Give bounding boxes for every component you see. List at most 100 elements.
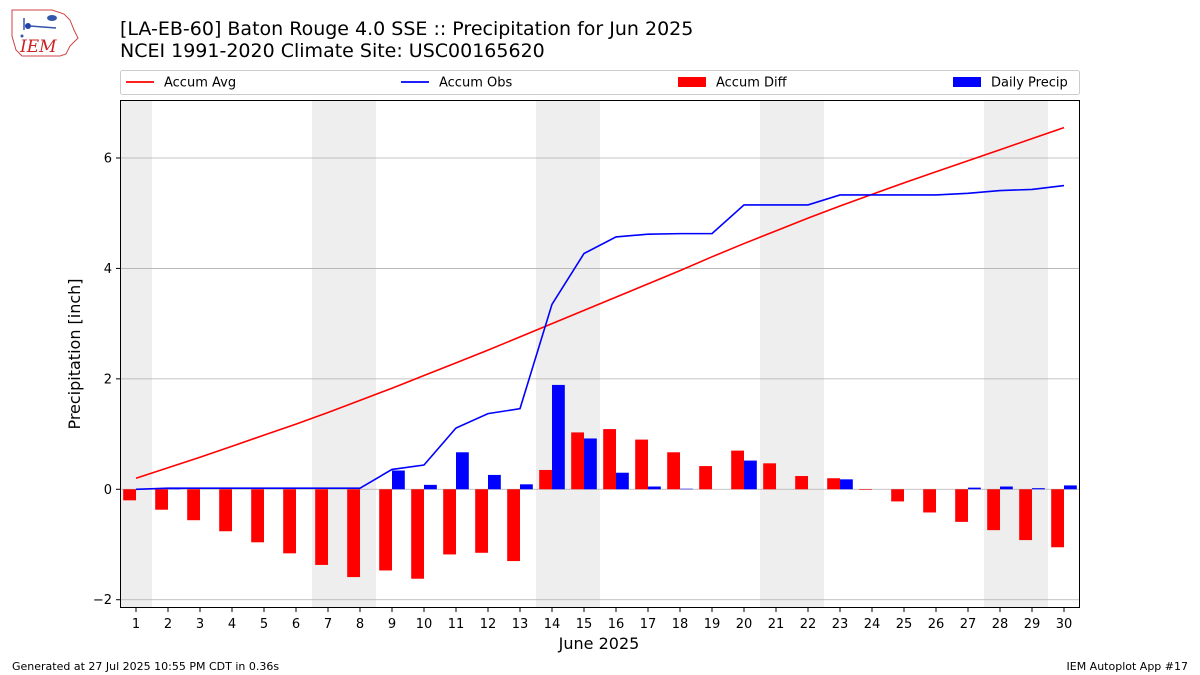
x-tick-label: 17 bbox=[640, 617, 657, 632]
y-tick-label: 4 bbox=[104, 262, 112, 277]
weekend-band bbox=[760, 100, 792, 608]
x-tick-label: 22 bbox=[800, 617, 817, 632]
accum-diff-bar bbox=[571, 432, 584, 490]
x-tick-label: 23 bbox=[832, 617, 849, 632]
axes-frame bbox=[120, 100, 1080, 608]
daily-precip-bar bbox=[456, 452, 469, 490]
legend-bar-swatch bbox=[678, 77, 706, 87]
legend: Accum Avg Accum Obs Accum Diff Daily Precip bbox=[120, 70, 1080, 95]
accum-diff-bar bbox=[411, 489, 424, 579]
logo-text: IEM bbox=[19, 37, 57, 57]
accum-diff-bar bbox=[315, 489, 328, 565]
accum-diff-bar bbox=[763, 463, 776, 490]
x-tick-label: 8 bbox=[356, 617, 364, 632]
x-tick-label: 1 bbox=[132, 617, 140, 632]
accum-diff-bar bbox=[1051, 489, 1064, 548]
daily-precip-bar bbox=[584, 438, 597, 490]
x-tick-label: 4 bbox=[228, 617, 236, 632]
accum-obs-line bbox=[135, 184, 1065, 491]
legend-frame bbox=[120, 70, 1080, 95]
daily-precip-bar bbox=[968, 487, 981, 490]
accum-diff-bar bbox=[827, 478, 840, 490]
daily-precip-bar bbox=[552, 384, 565, 490]
accum-diff-bar bbox=[347, 489, 360, 578]
x-tick-label: 6 bbox=[292, 617, 300, 632]
legend-bar-swatch bbox=[953, 77, 981, 87]
daily-precip-bar bbox=[840, 479, 853, 490]
x-tick-label: 2 bbox=[164, 617, 172, 632]
x-tick-label: 10 bbox=[416, 617, 433, 632]
x-tick-label: 24 bbox=[864, 617, 881, 632]
x-tick-label: 28 bbox=[992, 617, 1009, 632]
x-tick-label: 3 bbox=[196, 617, 204, 632]
accum-diff-bar bbox=[859, 489, 872, 490]
x-tick-label: 21 bbox=[768, 617, 785, 632]
x-tick-label: 29 bbox=[1024, 617, 1041, 632]
legend-label: Accum Avg bbox=[164, 76, 236, 91]
chart-title-line2: NCEI 1991-2020 Climate Site: USC00165620 bbox=[120, 40, 545, 62]
x-tick-label: 26 bbox=[928, 617, 945, 632]
x-tick-label: 5 bbox=[260, 617, 268, 632]
accum-diff-bar bbox=[507, 489, 520, 562]
weekend-band bbox=[120, 100, 152, 608]
accum-diff-bar bbox=[955, 489, 968, 522]
y-tick-label: 0 bbox=[104, 483, 112, 498]
accum-diff-bar bbox=[1019, 489, 1032, 541]
daily-precip-bar bbox=[392, 470, 405, 490]
x-tick-label: 16 bbox=[608, 617, 625, 632]
y-tick-label: 2 bbox=[104, 372, 112, 387]
accum-diff-bar bbox=[603, 429, 616, 490]
accum-diff-bar bbox=[635, 439, 648, 490]
legend-label: Daily Precip bbox=[991, 76, 1068, 91]
daily-precip-bar bbox=[680, 488, 693, 490]
weekend-band bbox=[536, 100, 568, 608]
daily-precip-bar bbox=[424, 484, 437, 490]
daily-precip-bar bbox=[1000, 486, 1013, 490]
daily-precip-bar bbox=[744, 460, 757, 490]
y-tick-label: 6 bbox=[104, 151, 112, 166]
legend-label: Accum Diff bbox=[716, 76, 788, 91]
x-tick-label: 25 bbox=[896, 617, 913, 632]
app-footer: IEM Autoplot App #17 bbox=[1066, 660, 1189, 673]
weekend-band bbox=[984, 100, 1016, 608]
x-tick-label: 11 bbox=[448, 617, 465, 632]
daily-precip-bar bbox=[616, 472, 629, 490]
accum-diff-bar bbox=[987, 489, 1000, 531]
x-tick-label: 12 bbox=[480, 617, 497, 632]
accum-diff-bar bbox=[475, 489, 488, 553]
accum-diff-bar bbox=[123, 489, 136, 501]
x-tick-label: 19 bbox=[704, 617, 721, 632]
x-tick-label: 27 bbox=[960, 617, 977, 632]
accum-diff-bar bbox=[283, 489, 296, 554]
accum-diff-bar bbox=[667, 452, 680, 490]
accum-diff-bar bbox=[539, 469, 552, 490]
accum-diff-bar bbox=[155, 489, 168, 510]
accum-diff-bar bbox=[923, 489, 936, 513]
y-axis-label: Precipitation [inch] bbox=[65, 278, 84, 429]
x-axis-label: June 2025 bbox=[558, 634, 640, 653]
chart-title-line1: [LA-EB-60] Baton Rouge 4.0 SSE :: Precip… bbox=[120, 18, 693, 40]
x-tick-label: 14 bbox=[544, 617, 561, 632]
daily-precip-bar bbox=[648, 486, 661, 490]
iem-logo: IEM bbox=[11, 9, 79, 57]
x-tick-label: 20 bbox=[736, 617, 753, 632]
accum-diff-bar bbox=[795, 476, 808, 490]
accum-diff-bar bbox=[187, 489, 200, 521]
legend-label: Accum Obs bbox=[439, 76, 512, 91]
x-tick-label: 18 bbox=[672, 617, 689, 632]
daily-precip-bar bbox=[520, 484, 533, 490]
accum-diff-bar bbox=[219, 489, 232, 532]
accum-diff-bar bbox=[699, 466, 712, 490]
x-tick-label: 15 bbox=[576, 617, 593, 632]
x-tick-label: 7 bbox=[324, 617, 332, 632]
y-tick-label: −2 bbox=[93, 593, 112, 608]
generated-footer: Generated at 27 Jul 2025 10:55 PM CDT in… bbox=[12, 660, 280, 673]
daily-precip-bar bbox=[1064, 485, 1077, 490]
daily-precip-bar bbox=[488, 474, 501, 490]
accum-avg-line bbox=[135, 126, 1065, 479]
accum-diff-bar bbox=[891, 489, 904, 502]
x-tick-label: 13 bbox=[512, 617, 529, 632]
accum-diff-bar bbox=[251, 489, 264, 543]
